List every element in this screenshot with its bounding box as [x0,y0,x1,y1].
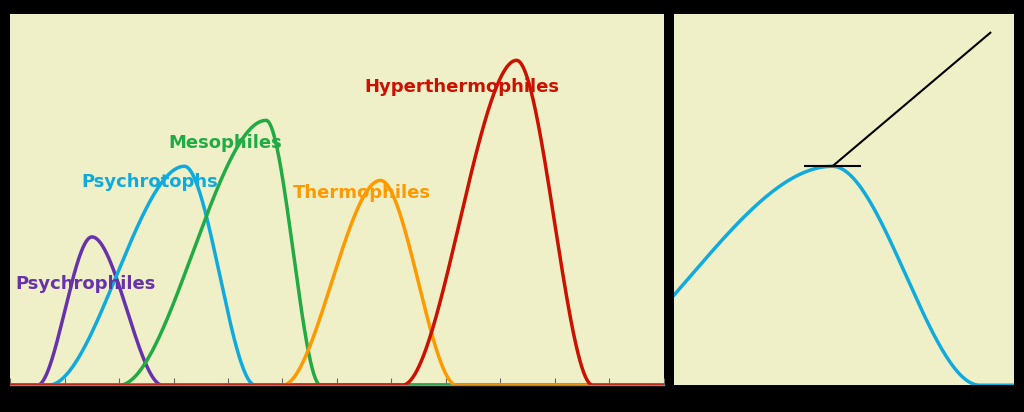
Text: Thermophiles: Thermophiles [293,184,431,201]
Text: Mesophiles: Mesophiles [168,134,282,152]
Text: Psychrophiles: Psychrophiles [15,275,156,293]
Text: Psychrotophs: Psychrotophs [81,173,218,191]
Text: Hyperthermophiles: Hyperthermophiles [365,77,559,96]
